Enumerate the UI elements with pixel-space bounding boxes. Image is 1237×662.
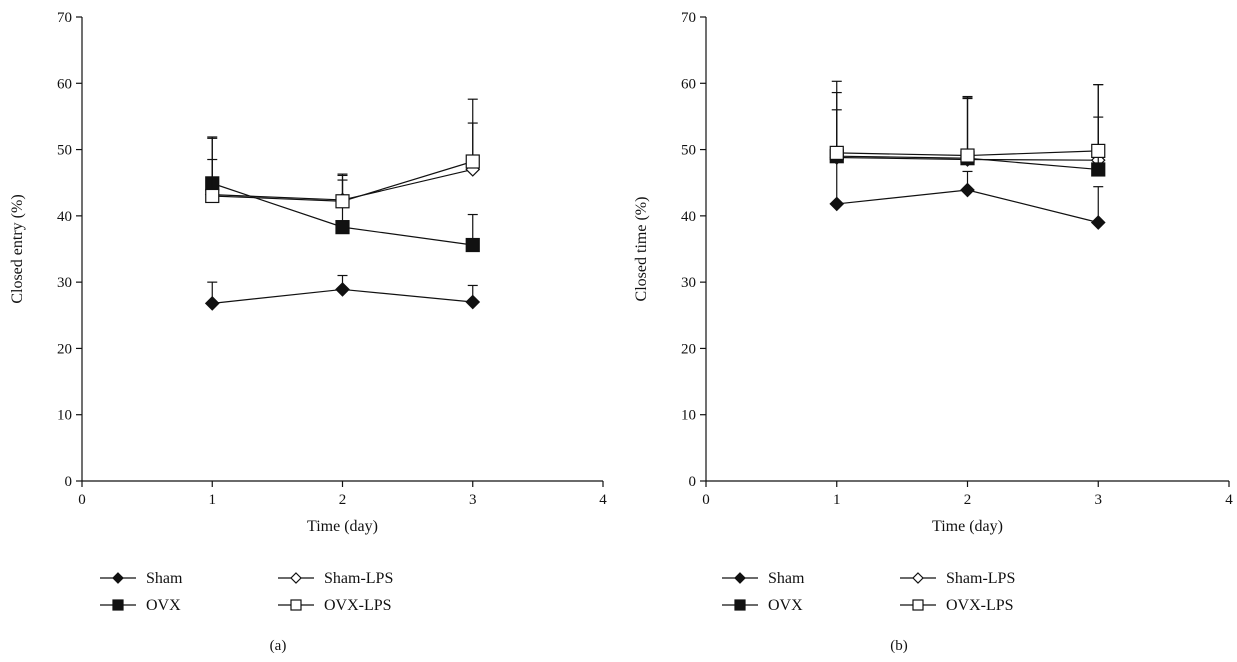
legend: Sham Sham-LPS OVX OVX-LPS	[100, 570, 393, 614]
x-tick-label: 4	[599, 492, 607, 508]
data-point	[205, 188, 220, 204]
data-point	[829, 145, 844, 160]
legend-label: OVX-LPS	[946, 597, 1014, 614]
legend-marker	[112, 599, 124, 611]
legend-label: Sham	[146, 570, 183, 587]
data-point	[1091, 143, 1106, 158]
legend-item-ovx-lps: OVX-LPS	[900, 597, 1014, 614]
x-tick-label: 2	[964, 492, 972, 508]
data-point	[829, 196, 845, 212]
legend-item-sham: Sham	[722, 570, 805, 587]
legend-marker	[290, 572, 302, 584]
data-point	[335, 282, 350, 297]
legend-marker	[112, 572, 124, 584]
y-tick-label: 50	[57, 143, 72, 159]
series-sham	[829, 156, 1106, 230]
y-tick-label: 10	[681, 408, 696, 424]
y-tick-label: 60	[681, 76, 696, 92]
legend-label: OVX	[768, 597, 803, 614]
x-tick-label: 4	[1225, 492, 1233, 508]
x-tick-label: 2	[339, 492, 347, 508]
legend-item-ovx-lps: OVX-LPS	[278, 597, 392, 614]
y-tick-label: 70	[681, 10, 696, 26]
y-tick-label: 40	[681, 209, 696, 225]
data-point	[335, 194, 350, 209]
panel-label: (b)	[890, 638, 908, 654]
data-point	[960, 182, 975, 198]
data-point	[465, 154, 480, 169]
data-point	[465, 237, 480, 253]
x-tick-label: 0	[702, 492, 710, 508]
legend-item-sham-lps: Sham-LPS	[900, 570, 1015, 587]
y-tick-label: 0	[65, 474, 73, 490]
chart-panel-b: 0 10 20 30 40 50 60 70 0 1 2 3 4 Time (day) Closed tim…	[633, 10, 1233, 654]
y-axis-title: Closed time (%)	[633, 197, 650, 302]
y-tick-label: 10	[57, 408, 72, 424]
legend-item-sham: Sham	[100, 570, 183, 587]
series-sham	[204, 274, 481, 311]
y-tick-label: 50	[681, 143, 696, 159]
legend-label: Sham-LPS	[946, 570, 1015, 587]
y-tick-label: 60	[57, 76, 72, 92]
y-tick-label: 30	[57, 275, 72, 291]
y-tick-label: 20	[57, 341, 72, 357]
x-tick-label: 1	[209, 492, 217, 508]
y-tick-label: 40	[57, 209, 72, 225]
data-point	[1091, 162, 1106, 177]
legend-marker	[290, 599, 302, 611]
legend-item-ovx: OVX	[722, 597, 803, 614]
legend-label: Sham-LPS	[324, 570, 393, 587]
data-point	[335, 220, 350, 235]
legend-item-ovx: OVX	[100, 597, 181, 614]
legend-label: Sham	[768, 570, 805, 587]
panel-label: (a)	[270, 638, 287, 654]
data-point	[960, 148, 975, 163]
series-ovx-lps	[205, 98, 480, 209]
legend-marker	[734, 572, 746, 584]
x-tick-label: 0	[78, 492, 86, 508]
y-tick-label: 70	[57, 10, 72, 26]
x-tick-label: 3	[469, 492, 477, 508]
legend-item-sham-lps: Sham-LPS	[278, 570, 393, 587]
x-axis-title: Time (day)	[307, 518, 378, 535]
data-point	[204, 296, 220, 311]
x-axis-title: Time (day)	[932, 518, 1003, 535]
y-tick-label: 20	[681, 341, 696, 357]
series-ovx-lps	[829, 80, 1106, 163]
legend-label: OVX-LPS	[324, 597, 392, 614]
x-tick-label: 3	[1095, 492, 1103, 508]
y-tick-label: 0	[689, 474, 697, 490]
y-axis-title: Closed entry (%)	[9, 194, 26, 303]
legend-marker	[912, 572, 924, 584]
legend-marker	[912, 599, 924, 611]
x-tick-label: 1	[833, 492, 841, 508]
y-tick-label: 30	[681, 275, 696, 291]
legend: Sham Sham-LPS OVX OVX-LPS	[722, 570, 1015, 614]
legend-marker	[734, 599, 746, 611]
chart-panel-a: 0 10 20 30 40 50 60 70 0 1 2 3 4 Time (day) Closed ent…	[9, 10, 607, 654]
data-point	[1090, 215, 1106, 230]
legend-label: OVX	[146, 597, 181, 614]
data-point	[465, 294, 481, 310]
